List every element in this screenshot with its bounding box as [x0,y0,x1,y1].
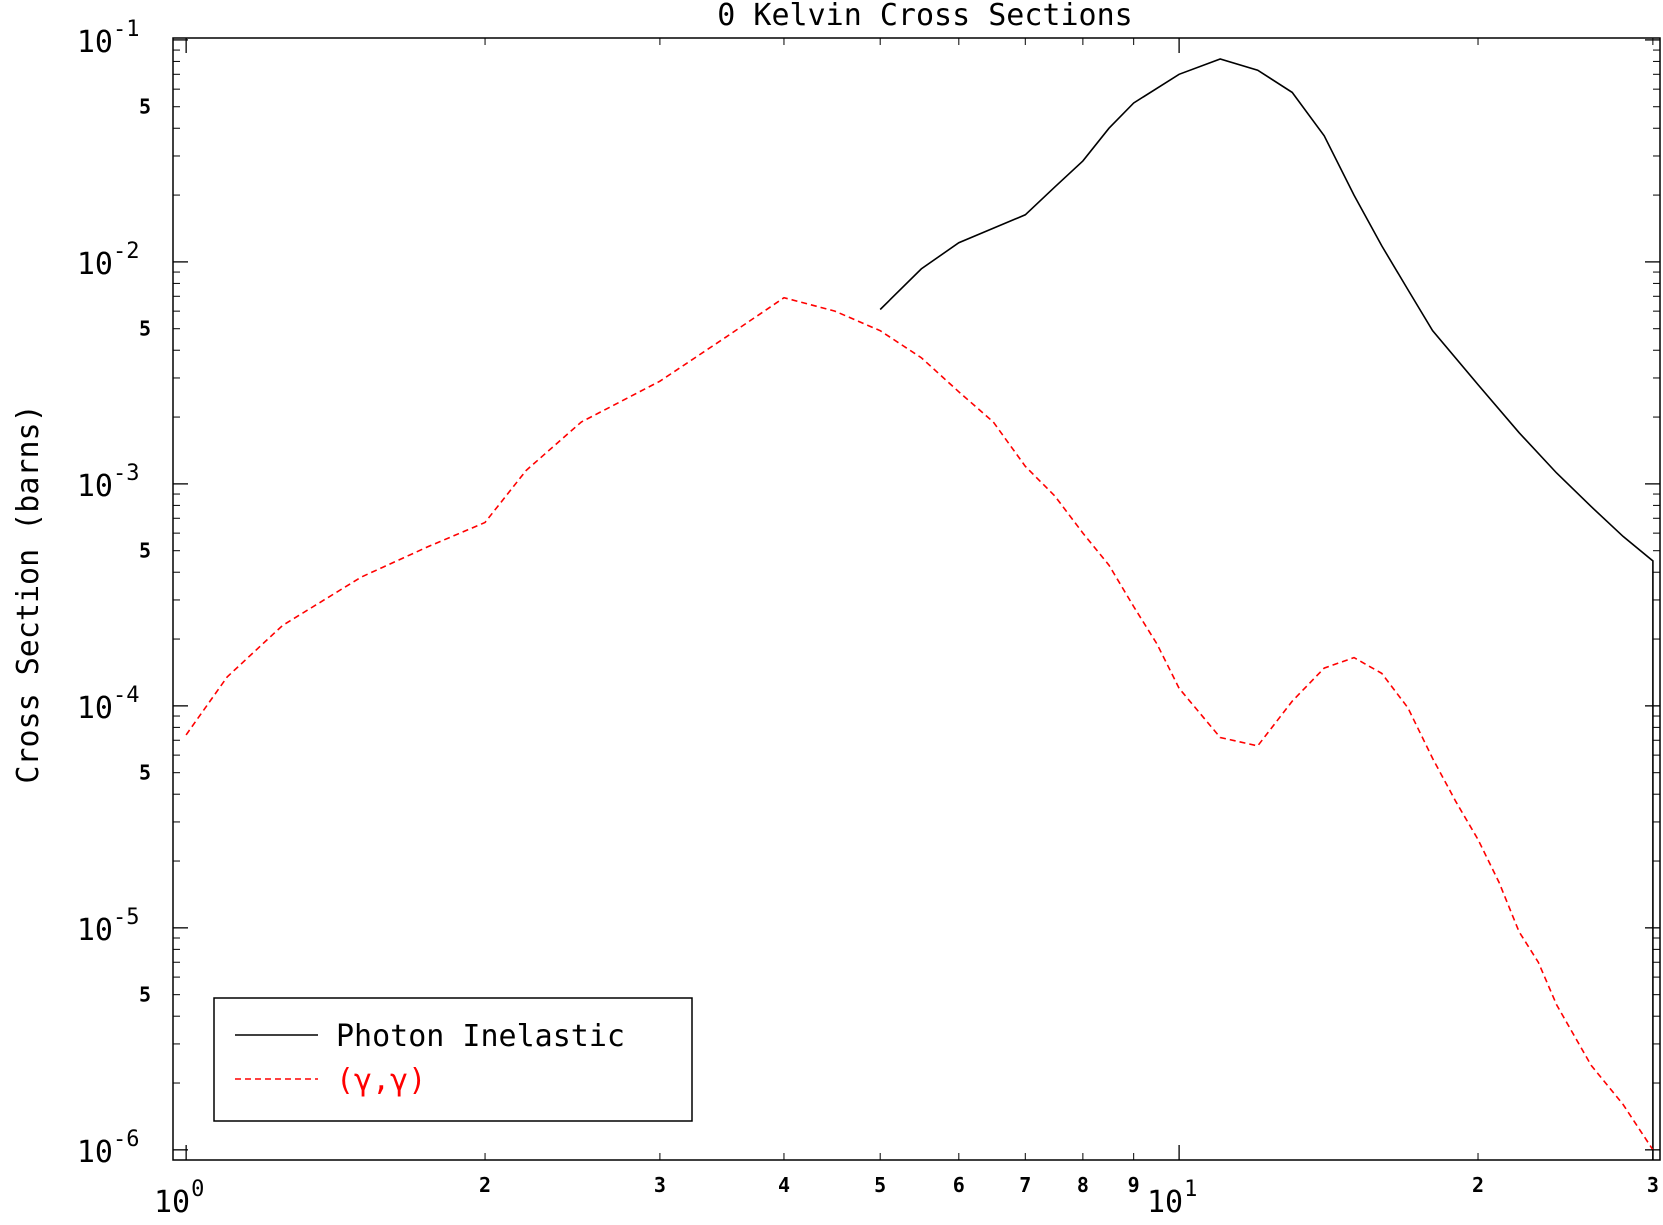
x-minor-tick-label: 7 [1019,1173,1031,1197]
series-line-1 [185,296,1654,1151]
legend: Photon Inelastic (γ,γ) [213,997,693,1122]
y-tick-exponent: -5 [113,905,140,930]
y-minor-tick-label: 5 [139,317,151,341]
x-minor-tick-label: 3 [654,1173,666,1197]
y-minor-tick-label: 5 [139,539,151,563]
x-minor-tick-label: 3 [1647,1173,1659,1197]
legend-box [213,997,693,1122]
x-minor-tick-label: 8 [1077,1173,1089,1197]
legend-label-gamma-gamma: (γ,γ) [336,1063,426,1098]
x-minor-tick-label: 4 [778,1173,790,1197]
y-tick-exponent: -2 [113,239,140,264]
y-tick-exponent: -4 [113,683,140,708]
y-tick-label: 10 [77,1135,113,1170]
y-tick-label: 10 [77,691,113,726]
x-tick-label: 10 [1147,1185,1183,1220]
y-axis-label: Cross Section (barns) [11,404,46,783]
y-tick-label: 10 [77,25,113,60]
y-tick-label: 10 [77,469,113,504]
y-tick-exponent: -3 [113,461,140,486]
y-tick-exponent: -6 [113,1127,140,1152]
y-minor-tick-label: 5 [139,95,151,119]
plot-frame [172,37,1661,1161]
y-tick-label: 10 [77,913,113,948]
y-tick-label: 10 [77,247,113,282]
x-minor-tick-label: 2 [479,1173,491,1197]
x-tick-exponent: 1 [1184,1177,1197,1202]
series-line-0 [879,58,1654,1160]
x-tick-label: 10 [154,1185,190,1220]
y-minor-tick-label: 5 [139,983,151,1007]
y-tick-exponent: -1 [113,17,140,42]
legend-label-photon-inelastic: Photon Inelastic [336,1019,625,1054]
y-minor-tick-label: 5 [139,761,151,785]
series-layer [185,58,1654,1160]
x-tick-exponent: 0 [191,1177,204,1202]
x-minor-tick-label: 2 [1472,1173,1484,1197]
chart-title: 0 Kelvin Cross Sections [717,0,1132,33]
x-minor-tick-label: 5 [874,1173,886,1197]
x-minor-tick-label: 6 [953,1173,965,1197]
x-minor-tick-label: 9 [1128,1173,1140,1197]
